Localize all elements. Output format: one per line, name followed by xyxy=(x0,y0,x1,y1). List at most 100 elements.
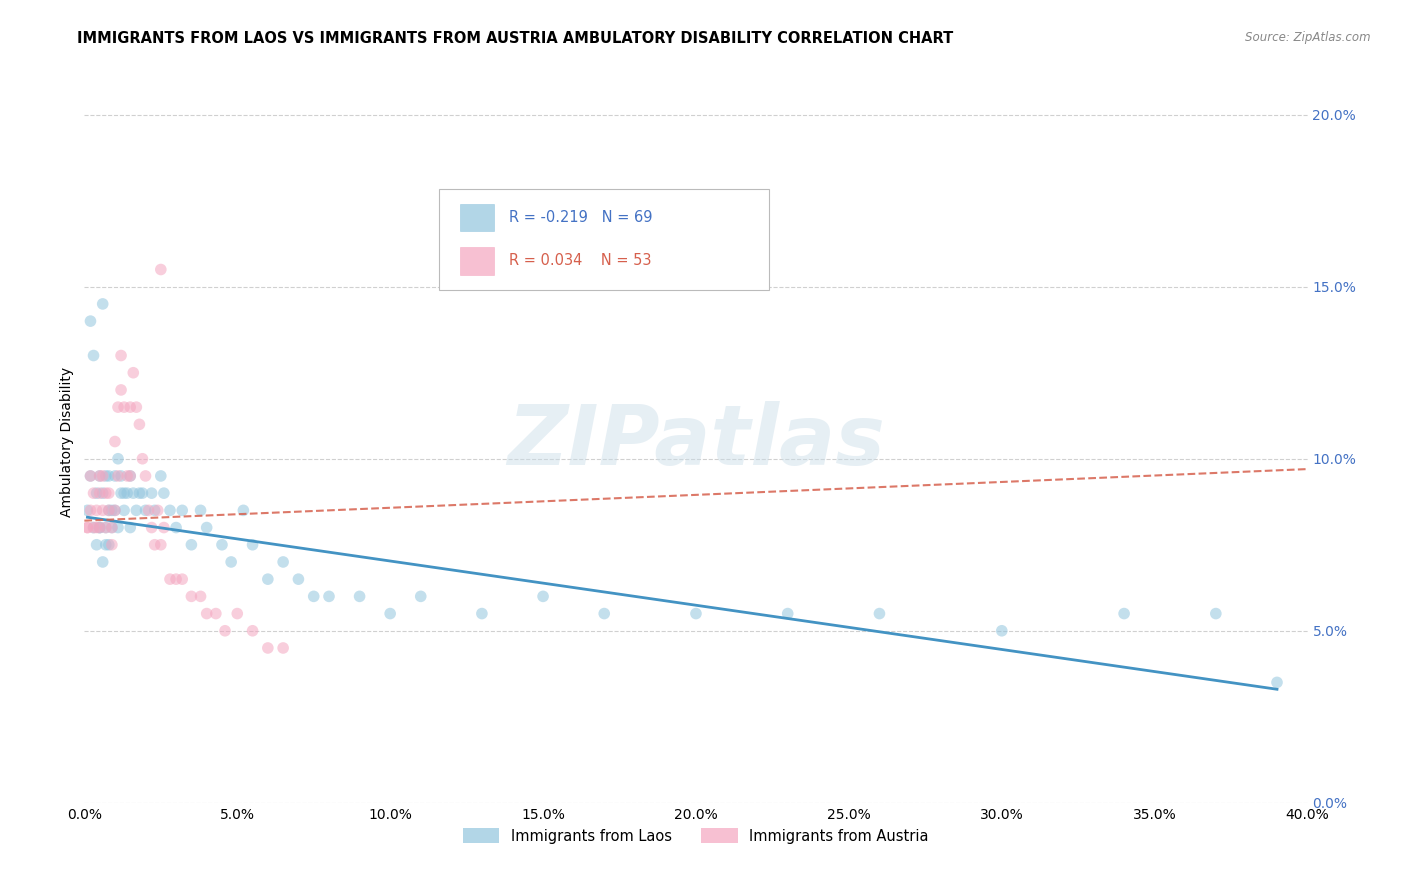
Point xyxy=(104,469,127,483)
Point xyxy=(257,572,280,586)
Point xyxy=(135,469,157,483)
Point xyxy=(219,555,242,569)
Point xyxy=(110,349,132,363)
Point xyxy=(83,486,105,500)
Point xyxy=(110,469,132,483)
Point xyxy=(302,590,325,604)
Point xyxy=(97,503,120,517)
Point xyxy=(86,503,108,517)
Text: R = -0.219   N = 69: R = -0.219 N = 69 xyxy=(509,210,652,225)
Point xyxy=(86,520,108,534)
Point xyxy=(153,520,176,534)
Point xyxy=(86,486,108,500)
Point xyxy=(149,538,172,552)
Point xyxy=(120,400,142,414)
Point xyxy=(131,486,153,500)
Point xyxy=(97,538,120,552)
Point xyxy=(242,538,264,552)
Point xyxy=(271,555,294,569)
Point xyxy=(83,520,105,534)
Point xyxy=(104,503,127,517)
Point xyxy=(86,538,108,552)
Point xyxy=(79,503,101,517)
Point xyxy=(146,503,169,517)
Point xyxy=(143,503,166,517)
Point xyxy=(101,538,124,552)
Point xyxy=(190,503,212,517)
Point xyxy=(94,538,117,552)
Point xyxy=(89,469,111,483)
Point xyxy=(1114,607,1136,621)
Point xyxy=(141,520,163,534)
Point xyxy=(110,486,132,500)
Point xyxy=(112,486,135,500)
Point xyxy=(287,572,309,586)
Point xyxy=(110,383,132,397)
Point xyxy=(125,400,148,414)
Point xyxy=(1205,607,1227,621)
Point xyxy=(271,640,294,655)
Point xyxy=(76,520,98,534)
Point xyxy=(91,297,114,311)
Point xyxy=(101,520,124,534)
Point xyxy=(180,590,202,604)
Point xyxy=(122,486,145,500)
Point xyxy=(107,520,129,534)
Point xyxy=(89,469,111,483)
Point xyxy=(120,469,142,483)
Point xyxy=(94,469,117,483)
Point xyxy=(120,469,142,483)
Point xyxy=(104,503,127,517)
Text: R = 0.034    N = 53: R = 0.034 N = 53 xyxy=(509,253,651,268)
Point xyxy=(172,572,194,586)
Legend: Immigrants from Laos, Immigrants from Austria: Immigrants from Laos, Immigrants from Au… xyxy=(457,822,935,850)
Point xyxy=(232,503,254,517)
FancyBboxPatch shape xyxy=(439,189,769,290)
Point xyxy=(91,486,114,500)
Point xyxy=(165,572,187,586)
Point xyxy=(776,607,799,621)
Point xyxy=(112,400,135,414)
Point xyxy=(89,520,111,534)
Point xyxy=(149,469,172,483)
Point xyxy=(89,520,111,534)
Point xyxy=(97,486,120,500)
Point xyxy=(128,417,150,432)
Point xyxy=(89,486,111,500)
Point xyxy=(79,469,101,483)
Point xyxy=(409,590,432,604)
Point xyxy=(135,503,157,517)
Point xyxy=(153,486,176,500)
Point xyxy=(115,486,138,500)
Point xyxy=(97,469,120,483)
Point xyxy=(107,400,129,414)
Point xyxy=(125,503,148,517)
Point xyxy=(531,590,554,604)
Point xyxy=(195,607,218,621)
Point xyxy=(471,607,494,621)
Point xyxy=(101,503,124,517)
Point xyxy=(991,624,1014,638)
Point xyxy=(242,624,264,638)
Point xyxy=(141,486,163,500)
Point xyxy=(195,520,218,534)
Point xyxy=(120,520,142,534)
Point xyxy=(131,451,153,466)
Point xyxy=(122,366,145,380)
Point xyxy=(83,349,105,363)
Point xyxy=(128,486,150,500)
Point xyxy=(107,469,129,483)
Point xyxy=(205,607,228,621)
Point xyxy=(214,624,236,638)
Y-axis label: Ambulatory Disability: Ambulatory Disability xyxy=(60,367,75,516)
Point xyxy=(349,590,371,604)
Point xyxy=(380,607,402,621)
Point xyxy=(138,503,160,517)
Point xyxy=(107,451,129,466)
Point xyxy=(94,520,117,534)
Point xyxy=(112,503,135,517)
Point xyxy=(159,503,181,517)
Point xyxy=(257,640,280,655)
Text: IMMIGRANTS FROM LAOS VS IMMIGRANTS FROM AUSTRIA AMBULATORY DISABILITY CORRELATIO: IMMIGRANTS FROM LAOS VS IMMIGRANTS FROM … xyxy=(77,31,953,46)
Point xyxy=(211,538,233,552)
